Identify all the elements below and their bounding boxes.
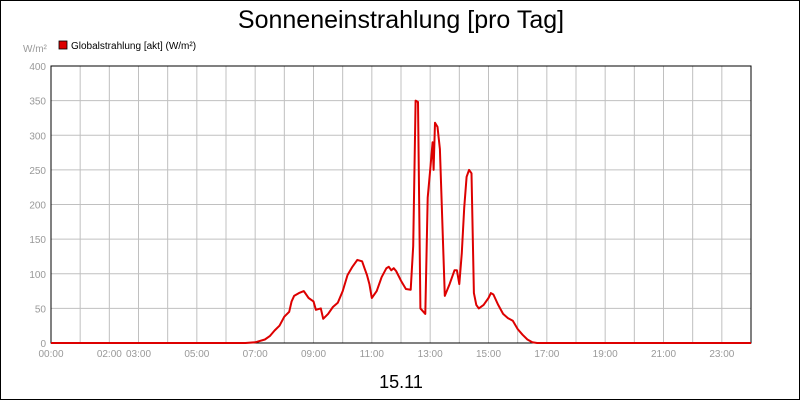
tick-layer: 0 50 100 150 200 250 300 350 400 00:00 02:00 03:00 0… [29, 62, 734, 360]
legend-label: Globalstrahlung [akt] (W/m²) [71, 41, 196, 52]
y-tick-label: 150 [29, 235, 46, 246]
y-tick-label: 250 [29, 166, 46, 177]
series-layer [51, 99, 751, 344]
legend-swatch [58, 40, 68, 50]
x-tick-label: 03:00 [126, 349, 151, 360]
x-tick-label: 00:00 [38, 349, 63, 360]
x-tick-label: 13:00 [418, 349, 443, 360]
x-axis-date-label: 15.11 [379, 372, 423, 392]
y-tick-label: 300 [29, 131, 46, 142]
y-tick-label: 50 [35, 304, 47, 315]
y-tick-label: 100 [29, 270, 46, 281]
x-tick-label: 17:00 [534, 349, 559, 360]
y-axis-unit-label: W/m² [23, 44, 48, 55]
x-tick-label: 05:00 [184, 349, 209, 360]
x-tick-label: 23:00 [709, 349, 734, 360]
y-tick-label: 200 [29, 201, 46, 212]
x-tick-label: 02:00 [97, 349, 122, 360]
x-tick-label: 07:00 [243, 349, 268, 360]
x-tick-label: 11:00 [360, 349, 385, 360]
x-tick-label: 15:00 [476, 349, 501, 360]
y-tick-label: 0 [40, 339, 46, 350]
x-tick-label: 21:00 [651, 349, 676, 360]
x-tick-label: 09:00 [301, 349, 326, 360]
chart-title: Sonneneinstrahlung [pro Tag] [238, 6, 564, 34]
y-tick-label: 400 [29, 62, 46, 73]
series-line [51, 99, 751, 344]
y-tick-label: 350 [29, 97, 46, 108]
grid-layer [50, 65, 752, 344]
x-tick-label: 19:00 [593, 349, 618, 360]
plot-border [50, 65, 752, 344]
